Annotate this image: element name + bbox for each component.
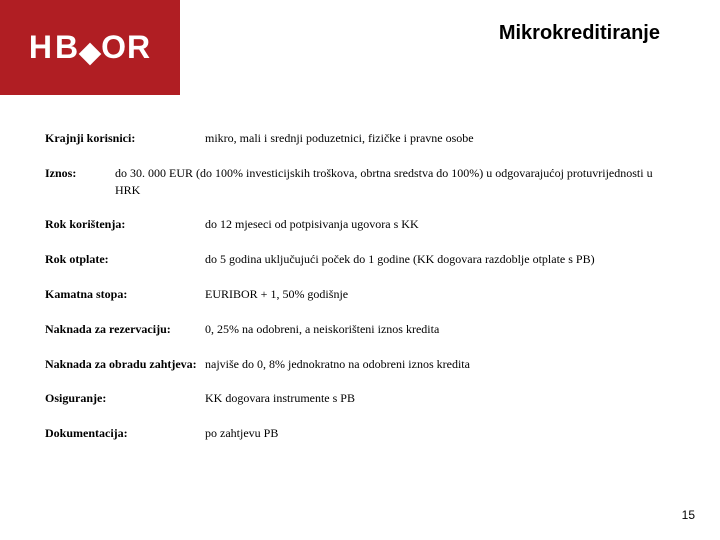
value-krajnji-korisnici: mikro, mali i srednji poduzetnici, fizič… — [205, 130, 675, 147]
value-naknada-rezervacija: 0, 25% na odobreni, a neiskorišteni izno… — [205, 321, 675, 338]
value-dokumentacija: po zahtjevu PB — [205, 425, 675, 442]
label-iznos: Iznos: — [45, 165, 115, 199]
value-rok-koristenja: do 12 mjeseci od potpisivanja ugovora s … — [205, 216, 675, 233]
row-iznos: Iznos: do 30. 000 EUR (do 100% investici… — [45, 165, 675, 199]
logo-or: OR — [101, 29, 151, 66]
value-rok-otplate: do 5 godina uključujući poček do 1 godin… — [205, 251, 675, 268]
label-naknada-obrada: Naknada za obradu zahtjeva: — [45, 356, 205, 373]
row-rok-otplate: Rok otplate: do 5 godina uključujući poč… — [45, 251, 675, 268]
label-krajnji-korisnici: Krajnji korisnici: — [45, 130, 205, 147]
row-krajnji-korisnici: Krajnji korisnici: mikro, mali i srednji… — [45, 130, 675, 147]
value-iznos: do 30. 000 EUR (do 100% investicijskih t… — [115, 165, 675, 199]
page-number: 15 — [682, 508, 695, 522]
label-osiguranje: Osiguranje: — [45, 390, 205, 407]
label-kamatna-stopa: Kamatna stopa: — [45, 286, 205, 303]
label-naknada-rezervacija: Naknada za rezervaciju: — [45, 321, 205, 338]
label-rok-otplate: Rok otplate: — [45, 251, 205, 268]
value-osiguranje: KK dogovara instrumente s PB — [205, 390, 675, 407]
logo-b: B — [55, 29, 79, 66]
page-title: Mikrokreditiranje — [499, 22, 660, 45]
label-rok-koristenja: Rok korištenja: — [45, 216, 205, 233]
value-kamatna-stopa: EURIBOR + 1, 50% godišnje — [205, 286, 675, 303]
label-dokumentacija: Dokumentacija: — [45, 425, 205, 442]
diamond-icon — [79, 42, 102, 65]
row-kamatna-stopa: Kamatna stopa: EURIBOR + 1, 50% godišnje — [45, 286, 675, 303]
content-area: Krajnji korisnici: mikro, mali i srednji… — [45, 130, 675, 460]
logo-block: HB OR — [0, 0, 180, 95]
value-naknada-obrada: najviše do 0, 8% jednokratno na odobreni… — [205, 356, 675, 373]
row-naknada-obrada: Naknada za obradu zahtjeva: najviše do 0… — [45, 356, 675, 373]
row-rok-koristenja: Rok korištenja: do 12 mjeseci od potpisi… — [45, 216, 675, 233]
row-osiguranje: Osiguranje: KK dogovara instrumente s PB — [45, 390, 675, 407]
row-dokumentacija: Dokumentacija: po zahtjevu PB — [45, 425, 675, 442]
row-naknada-rezervacija: Naknada za rezervaciju: 0, 25% na odobre… — [45, 321, 675, 338]
logo-text: HB OR — [29, 29, 151, 66]
logo-h: H — [29, 29, 53, 66]
